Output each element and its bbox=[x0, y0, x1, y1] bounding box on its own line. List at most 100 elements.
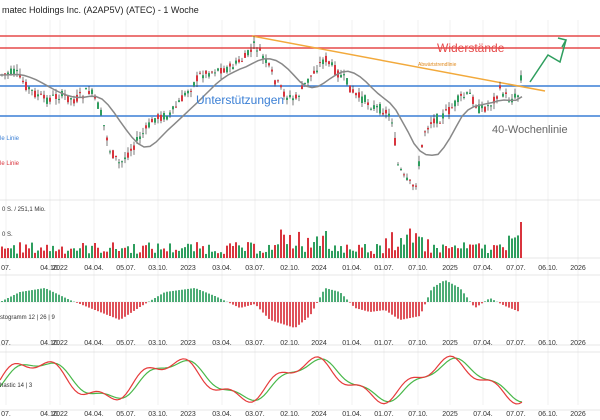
x-tick-label: 2022 bbox=[52, 265, 68, 272]
volume-bar bbox=[436, 248, 438, 258]
macd-bar bbox=[259, 302, 261, 310]
volume-bar bbox=[214, 251, 216, 258]
macd-bar bbox=[115, 302, 117, 319]
macd-bar bbox=[142, 302, 144, 306]
candle-body bbox=[331, 62, 333, 66]
volume-bar bbox=[115, 248, 117, 258]
candle-body bbox=[397, 164, 399, 166]
forecast-arrow bbox=[529, 39, 567, 83]
volume-bar bbox=[118, 251, 120, 258]
candle-body bbox=[52, 94, 54, 96]
candle-body bbox=[301, 85, 303, 90]
x-tick-label: 07.04. bbox=[473, 340, 493, 347]
candle-body bbox=[319, 62, 321, 64]
macd-bar bbox=[337, 291, 339, 302]
macd-bar bbox=[427, 297, 429, 302]
x-axis-main: 07. 04.10.2022 04.04. 05.07. 03.10. 2023 03.04… bbox=[1, 265, 586, 272]
candle-body bbox=[322, 59, 324, 65]
grid bbox=[0, 20, 600, 411]
volume-bar bbox=[283, 234, 285, 258]
x-tick-label: 04.04. bbox=[84, 340, 104, 347]
macd-bar bbox=[127, 302, 129, 315]
macd-bar bbox=[295, 302, 297, 328]
volume-bar bbox=[367, 252, 369, 258]
x-tick-label: 05.07. bbox=[116, 265, 136, 272]
volume-bar bbox=[430, 252, 432, 258]
macd-bar bbox=[109, 302, 111, 316]
macd-bar bbox=[190, 288, 192, 302]
x-tick-label: 01.04. bbox=[342, 411, 362, 418]
volume-bar bbox=[517, 235, 519, 258]
x-tick-label: 01.07. bbox=[374, 340, 394, 347]
macd-bar bbox=[79, 302, 81, 304]
trendline-label: Abwärtstrendlinie bbox=[418, 62, 457, 68]
volume-bar bbox=[451, 247, 453, 258]
candle-body bbox=[49, 97, 51, 102]
macd-bar bbox=[46, 288, 48, 302]
volume-bar bbox=[46, 244, 48, 258]
candle-body bbox=[127, 152, 129, 158]
x-tick-label: 03.04. bbox=[212, 340, 232, 347]
macd-bar bbox=[217, 297, 219, 302]
macd-bar bbox=[25, 291, 27, 302]
volume-bar bbox=[13, 245, 15, 258]
macd-bar bbox=[238, 302, 240, 308]
macd-bar bbox=[376, 302, 378, 312]
macd-bar bbox=[304, 302, 306, 320]
candle-body bbox=[409, 179, 411, 181]
macd-bar bbox=[484, 301, 486, 302]
macd-bar bbox=[301, 302, 303, 323]
macd-bar bbox=[34, 289, 36, 302]
candle-body bbox=[265, 58, 267, 63]
candle-body bbox=[508, 101, 510, 103]
candle-body bbox=[193, 82, 195, 87]
candle-body bbox=[97, 102, 99, 109]
candle-body bbox=[520, 75, 522, 81]
candle-body bbox=[217, 68, 219, 71]
candle-body bbox=[499, 85, 501, 89]
x-tick-label: 05.07. bbox=[116, 340, 136, 347]
macd-bar bbox=[391, 302, 393, 315]
candle-body bbox=[220, 67, 222, 74]
macd-bar bbox=[211, 294, 213, 302]
candle-body bbox=[205, 70, 207, 74]
volume-bar bbox=[520, 222, 522, 258]
volume-bar bbox=[265, 251, 267, 258]
x-tick-label: 03.07. bbox=[245, 340, 265, 347]
macd-bar bbox=[319, 297, 321, 302]
volume-label-top: 0 S. / 251,1 Mio. bbox=[2, 207, 46, 213]
volume-bar bbox=[211, 251, 213, 258]
candle-body bbox=[328, 61, 330, 65]
macd-bar bbox=[223, 300, 225, 302]
candle-body bbox=[211, 71, 213, 73]
macd-bar bbox=[280, 302, 282, 324]
candle-body bbox=[229, 63, 231, 67]
candle-body bbox=[208, 73, 210, 77]
volume-bar bbox=[4, 248, 6, 258]
candle-body bbox=[100, 109, 102, 116]
volume-bar bbox=[49, 251, 51, 258]
candle-body bbox=[445, 109, 447, 111]
macd-bar bbox=[151, 299, 153, 302]
macd-bar bbox=[256, 302, 258, 307]
macd-bar bbox=[193, 288, 195, 302]
macd-bar bbox=[412, 302, 414, 318]
x-tick-label: 02.10. bbox=[280, 411, 300, 418]
macd-bar bbox=[307, 302, 309, 318]
candle-body bbox=[286, 97, 288, 100]
macd-bar bbox=[196, 288, 198, 302]
volume-bar bbox=[79, 248, 81, 258]
macd-bar bbox=[52, 291, 54, 302]
candle-body bbox=[382, 112, 384, 115]
volume-bar bbox=[232, 245, 234, 258]
macd-bar bbox=[286, 302, 288, 326]
macd-bar bbox=[268, 302, 270, 319]
macd-bar bbox=[49, 290, 51, 302]
volume-bar bbox=[151, 248, 153, 258]
candle-body bbox=[31, 89, 33, 91]
macd-bar bbox=[145, 302, 147, 304]
x-tick-label: 06.10. bbox=[538, 340, 558, 347]
macd-bar bbox=[400, 302, 402, 320]
x-tick-label: 04.10. bbox=[40, 340, 60, 347]
macd-bar bbox=[37, 289, 39, 302]
